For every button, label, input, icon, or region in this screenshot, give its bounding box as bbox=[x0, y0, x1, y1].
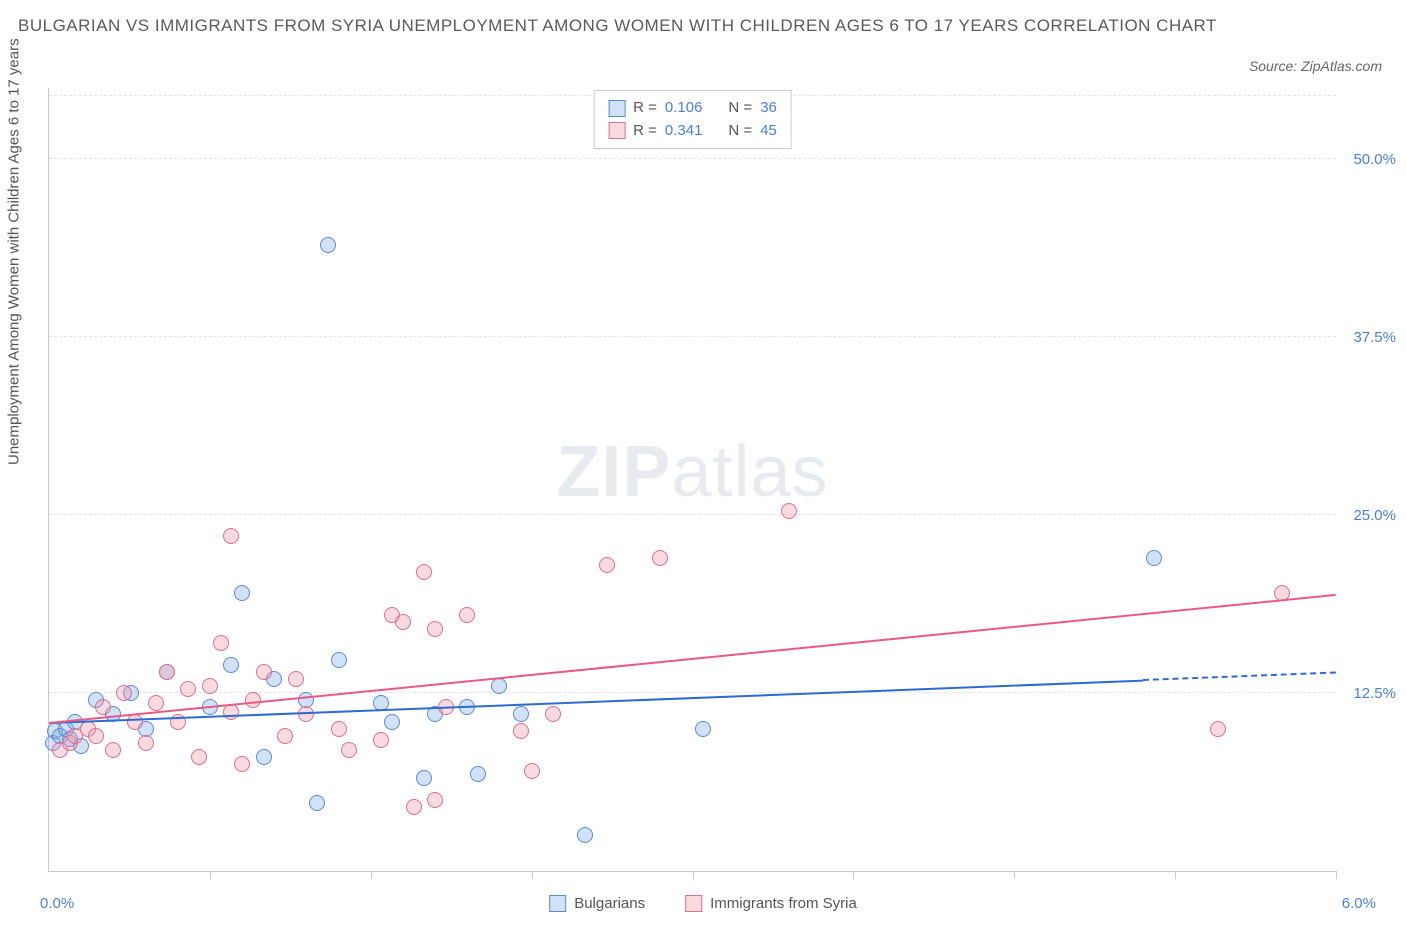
legend-item: Immigrants from Syria bbox=[685, 895, 857, 912]
x-tick-mark bbox=[210, 871, 211, 879]
y-tick-label: 25.0% bbox=[1353, 507, 1396, 524]
data-point bbox=[213, 635, 229, 651]
legend-item: Bulgarians bbox=[549, 895, 645, 912]
data-point bbox=[148, 695, 164, 711]
swatch-icon bbox=[549, 895, 566, 912]
data-point bbox=[524, 763, 540, 779]
data-point bbox=[331, 721, 347, 737]
stats-legend-box: R = 0.106 N = 36 R = 0.341 N = 45 bbox=[593, 90, 792, 149]
x-tick-label-max: 6.0% bbox=[1342, 895, 1376, 912]
x-tick-mark bbox=[532, 871, 533, 879]
gridline bbox=[49, 336, 1336, 337]
x-tick-mark bbox=[371, 871, 372, 879]
r-label: R = bbox=[633, 97, 657, 120]
data-point bbox=[191, 749, 207, 765]
stats-row: R = 0.106 N = 36 bbox=[608, 97, 777, 120]
legend-label: Immigrants from Syria bbox=[710, 895, 857, 912]
data-point bbox=[513, 723, 529, 739]
data-point bbox=[234, 585, 250, 601]
swatch-icon bbox=[608, 100, 625, 117]
x-tick-mark bbox=[693, 871, 694, 879]
data-point bbox=[116, 685, 132, 701]
data-point bbox=[373, 732, 389, 748]
x-tick-mark bbox=[1336, 871, 1337, 879]
data-point bbox=[781, 503, 797, 519]
data-point bbox=[1210, 721, 1226, 737]
data-point bbox=[470, 766, 486, 782]
chart-title: BULGARIAN VS IMMIGRANTS FROM SYRIA UNEMP… bbox=[18, 12, 1266, 39]
watermark: ZIPatlas bbox=[556, 430, 828, 512]
data-point bbox=[416, 770, 432, 786]
chart-plot-area: ZIPatlas R = 0.106N = 36R = 0.341N = 45 … bbox=[48, 88, 1336, 872]
data-point bbox=[234, 756, 250, 772]
x-tick-mark bbox=[1175, 871, 1176, 879]
data-point bbox=[309, 795, 325, 811]
data-point bbox=[138, 735, 154, 751]
data-point bbox=[88, 728, 104, 744]
data-point bbox=[298, 706, 314, 722]
n-value: 45 bbox=[760, 120, 777, 143]
data-point bbox=[180, 681, 196, 697]
data-point bbox=[288, 671, 304, 687]
data-point bbox=[427, 792, 443, 808]
data-point bbox=[652, 550, 668, 566]
y-tick-label: 50.0% bbox=[1353, 151, 1396, 168]
data-point bbox=[1146, 550, 1162, 566]
data-point bbox=[695, 721, 711, 737]
data-point bbox=[384, 714, 400, 730]
swatch-icon bbox=[608, 122, 625, 139]
data-point bbox=[277, 728, 293, 744]
data-point bbox=[105, 742, 121, 758]
data-point bbox=[320, 237, 336, 253]
data-point bbox=[202, 678, 218, 694]
trend-line bbox=[49, 593, 1336, 723]
n-label: N = bbox=[728, 97, 752, 120]
data-point bbox=[159, 664, 175, 680]
stats-row: R = 0.341 N = 45 bbox=[608, 120, 777, 143]
data-point bbox=[577, 827, 593, 843]
source-attribution: Source: ZipAtlas.com bbox=[1249, 58, 1382, 74]
data-point bbox=[416, 564, 432, 580]
data-point bbox=[599, 557, 615, 573]
data-point bbox=[513, 706, 529, 722]
data-point bbox=[545, 706, 561, 722]
watermark-atlas: atlas bbox=[671, 431, 828, 511]
data-point bbox=[491, 678, 507, 694]
data-point bbox=[341, 742, 357, 758]
data-point bbox=[256, 664, 272, 680]
watermark-zip: ZIP bbox=[556, 431, 671, 511]
x-tick-mark bbox=[853, 871, 854, 879]
n-value: 36 bbox=[760, 97, 777, 120]
y-axis-label: Unemployment Among Women with Children A… bbox=[6, 38, 23, 465]
data-point bbox=[331, 652, 347, 668]
gridline bbox=[49, 692, 1336, 693]
y-tick-label: 37.5% bbox=[1353, 329, 1396, 346]
data-point bbox=[223, 657, 239, 673]
r-label: R = bbox=[633, 120, 657, 143]
x-tick-label-min: 0.0% bbox=[40, 895, 74, 912]
n-label: N = bbox=[728, 120, 752, 143]
x-tick-mark bbox=[1014, 871, 1015, 879]
data-point bbox=[406, 799, 422, 815]
r-value: 0.341 bbox=[665, 120, 703, 143]
data-point bbox=[395, 614, 411, 630]
data-point bbox=[223, 528, 239, 544]
data-point bbox=[256, 749, 272, 765]
data-point bbox=[427, 621, 443, 637]
data-point bbox=[459, 607, 475, 623]
bottom-legend: Bulgarians Immigrants from Syria bbox=[549, 895, 857, 912]
r-value: 0.106 bbox=[665, 97, 703, 120]
gridline bbox=[49, 514, 1336, 515]
trend-line bbox=[1143, 672, 1336, 681]
data-point bbox=[95, 699, 111, 715]
y-tick-label: 12.5% bbox=[1353, 685, 1396, 702]
swatch-icon bbox=[685, 895, 702, 912]
legend-label: Bulgarians bbox=[574, 895, 645, 912]
gridline bbox=[49, 158, 1336, 159]
